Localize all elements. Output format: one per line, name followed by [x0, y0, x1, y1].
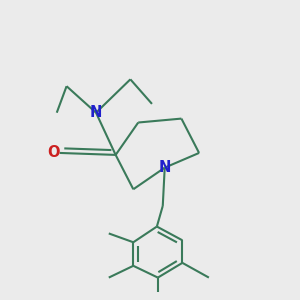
Text: N: N: [158, 160, 171, 175]
Text: N: N: [90, 105, 102, 120]
Text: O: O: [47, 146, 59, 160]
